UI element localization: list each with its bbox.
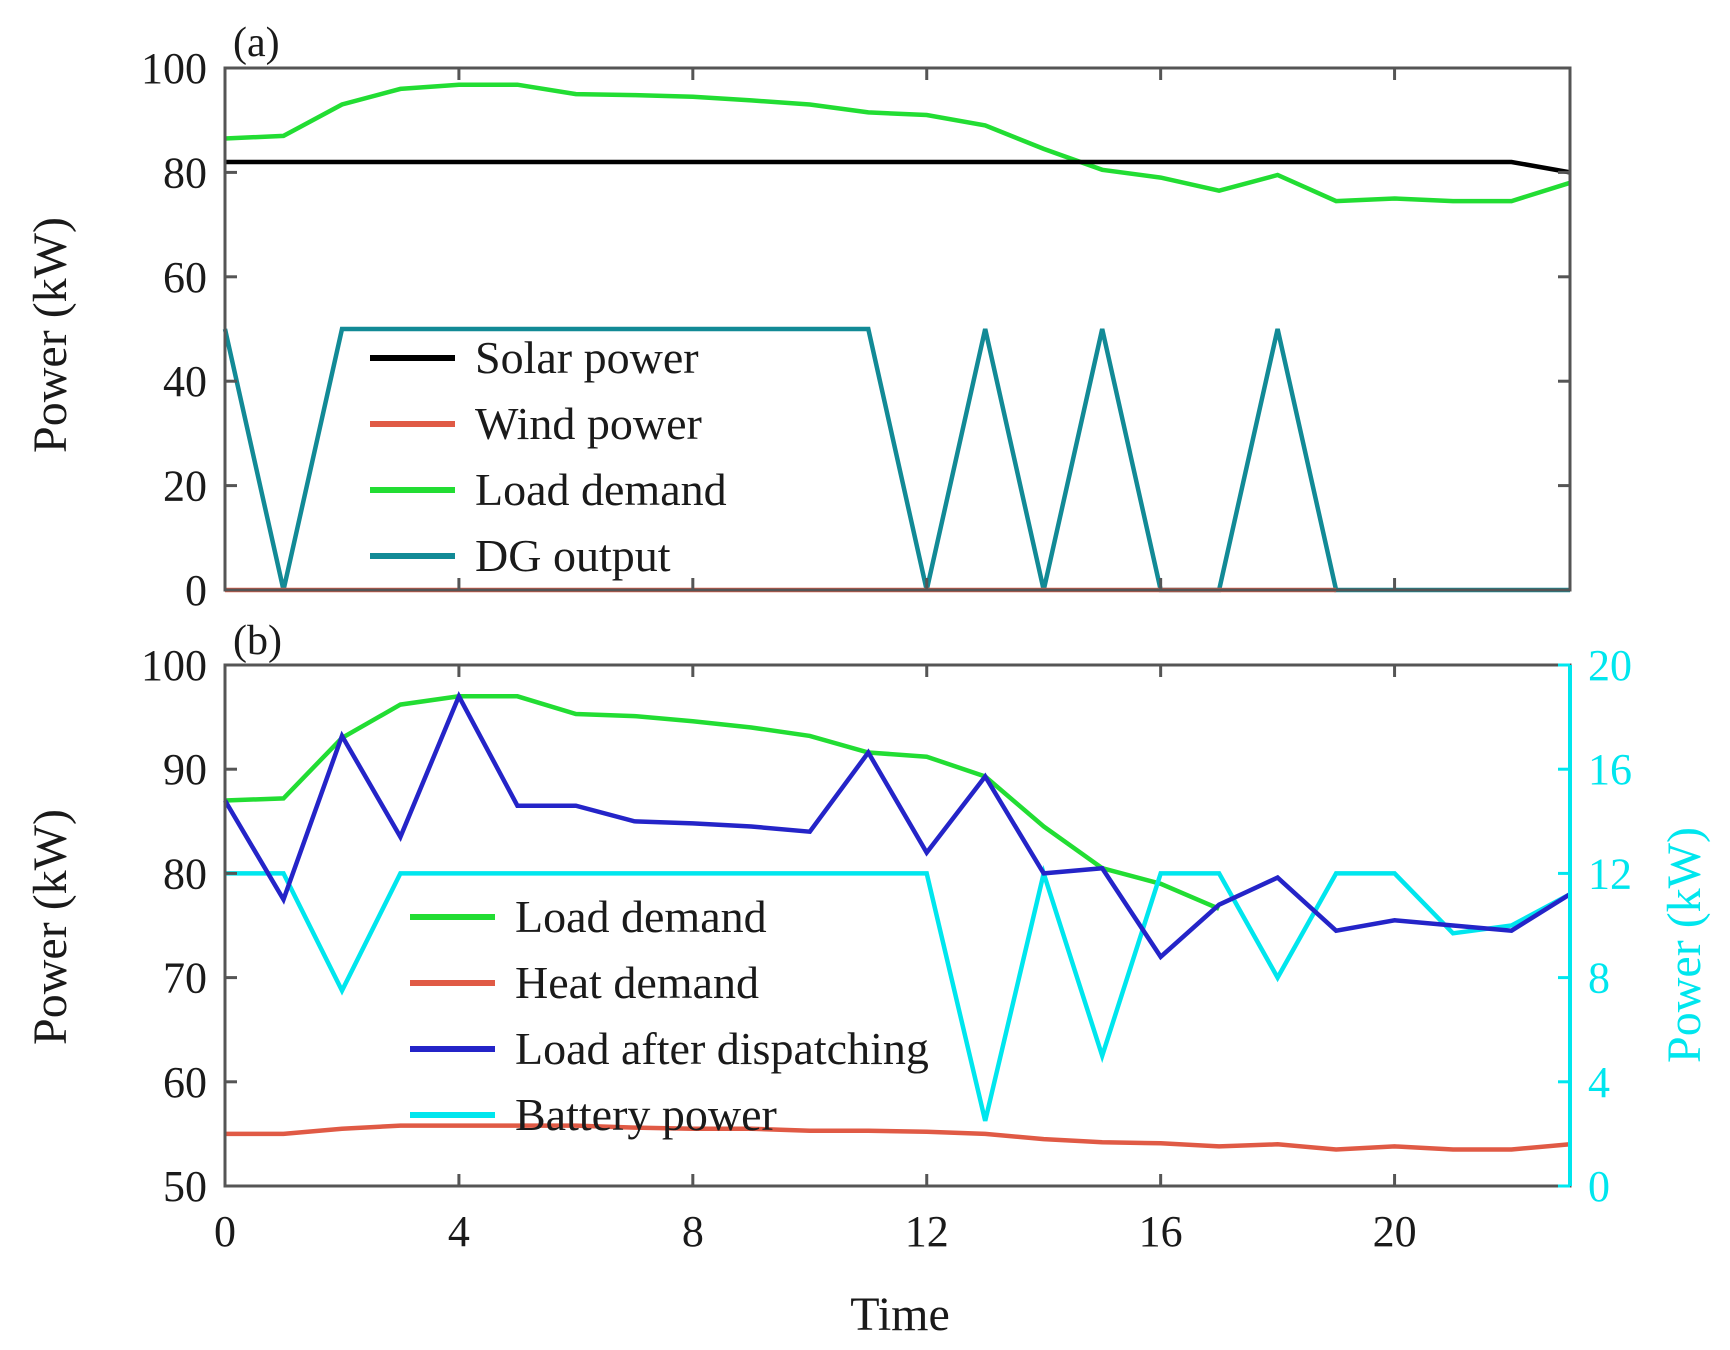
panel-b-line-battery-power — [225, 865, 1572, 1122]
panel-a-series — [222, 82, 1571, 593]
panel-b-ytick-label: 100 — [141, 641, 207, 690]
panel-a-ytick-label: 100 — [141, 44, 207, 93]
panel-a-ytick-label: 60 — [163, 253, 207, 302]
panel-a-ytick-label: 20 — [163, 462, 207, 511]
panel-b-xtick-label: 8 — [682, 1207, 704, 1256]
panel-a: 0 20 40 60 80 100 (a) Power (kW) Solar power W… — [24, 20, 1572, 615]
panel-a-ytick-label: 80 — [163, 148, 207, 197]
panel-b-y2tick-label: 20 — [1588, 641, 1632, 690]
panel-b-series — [223, 691, 1572, 1152]
panel-a-frame — [223, 66, 1572, 592]
panel-b-xtick-label: 4 — [448, 1207, 470, 1256]
panel-b-legend-label-load-after-dispatching: Load after dispatching — [515, 1023, 929, 1074]
panel-b-y2label: Power (kW) — [1658, 827, 1711, 1063]
panel-b-ytick-label: 50 — [163, 1162, 207, 1211]
panel-b-ytick-label: 80 — [163, 849, 207, 898]
panel-a-ytick-label: 40 — [163, 357, 207, 406]
panel-b-ytick-label: 90 — [163, 745, 207, 794]
panel-a-line-solar-power — [225, 159, 1571, 175]
panel-a-legend-label-dg-output: DG output — [475, 530, 671, 581]
panel-b-legend-label-load-demand: Load demand — [515, 891, 767, 942]
panel-a-line-load-demand — [224, 82, 1571, 204]
panel-b-y2tick-label: 0 — [1588, 1162, 1610, 1211]
x-axis-title: Time — [850, 1288, 950, 1341]
panel-b-y2tick-label: 4 — [1588, 1058, 1610, 1107]
panel-a-line-dg-output — [222, 326, 1570, 593]
panel-b-ytick-label: 70 — [163, 954, 207, 1003]
panel-b-ylabel: Power (kW) — [24, 809, 77, 1045]
panel-a-ticks: 0 20 40 60 80 100 — [141, 44, 1570, 615]
panel-b-legend-label-battery-power: Battery power — [515, 1089, 777, 1140]
panel-b-y2tick-label: 12 — [1588, 849, 1632, 898]
panel-b-line-load-demand — [224, 694, 1220, 911]
panel-b-xtick-label: 0 — [214, 1207, 236, 1256]
panel-b-line-heat-demand — [225, 1123, 1571, 1152]
panel-b-legend-label-heat-demand: Heat demand — [515, 957, 759, 1008]
panel-b-y2tick-label: 16 — [1588, 745, 1632, 794]
panel-b-y2tick-label: 8 — [1588, 954, 1610, 1003]
panel-b-ticks: 50 60 70 80 90 100 0 4 8 12 16 20 0 4 8 12 16 20 — [141, 641, 1632, 1256]
panel-a-legend-label-load-demand: Load demand — [475, 464, 727, 515]
panel-a-ytick-label: 0 — [185, 566, 207, 615]
panel-b-label: (b) — [233, 618, 282, 664]
panel-b-line-load-after-dispatching — [223, 691, 1572, 961]
panel-b-xtick-label: 12 — [905, 1207, 949, 1256]
panel-b-legend: Load demand Heat demand Load after dispatc… — [410, 891, 929, 1140]
panel-a-legend: Solar power Wind power Load demand DG outpu… — [370, 332, 727, 581]
panel-b-xtick-label: 16 — [1139, 1207, 1183, 1256]
panel-a-legend-label-wind-power: Wind power — [475, 398, 702, 449]
panel-b: 50 60 70 80 90 100 0 4 8 12 16 20 0 4 8 12 16 20 (b) Powe… — [24, 618, 1711, 1341]
panel-a-ylabel: Power (kW) — [24, 217, 77, 453]
panel-a-label: (a) — [233, 20, 280, 66]
panel-a-legend-label-solar-power: Solar power — [475, 332, 699, 383]
panel-b-ytick-label: 60 — [163, 1058, 207, 1107]
panel-b-xtick-label: 20 — [1373, 1207, 1417, 1256]
